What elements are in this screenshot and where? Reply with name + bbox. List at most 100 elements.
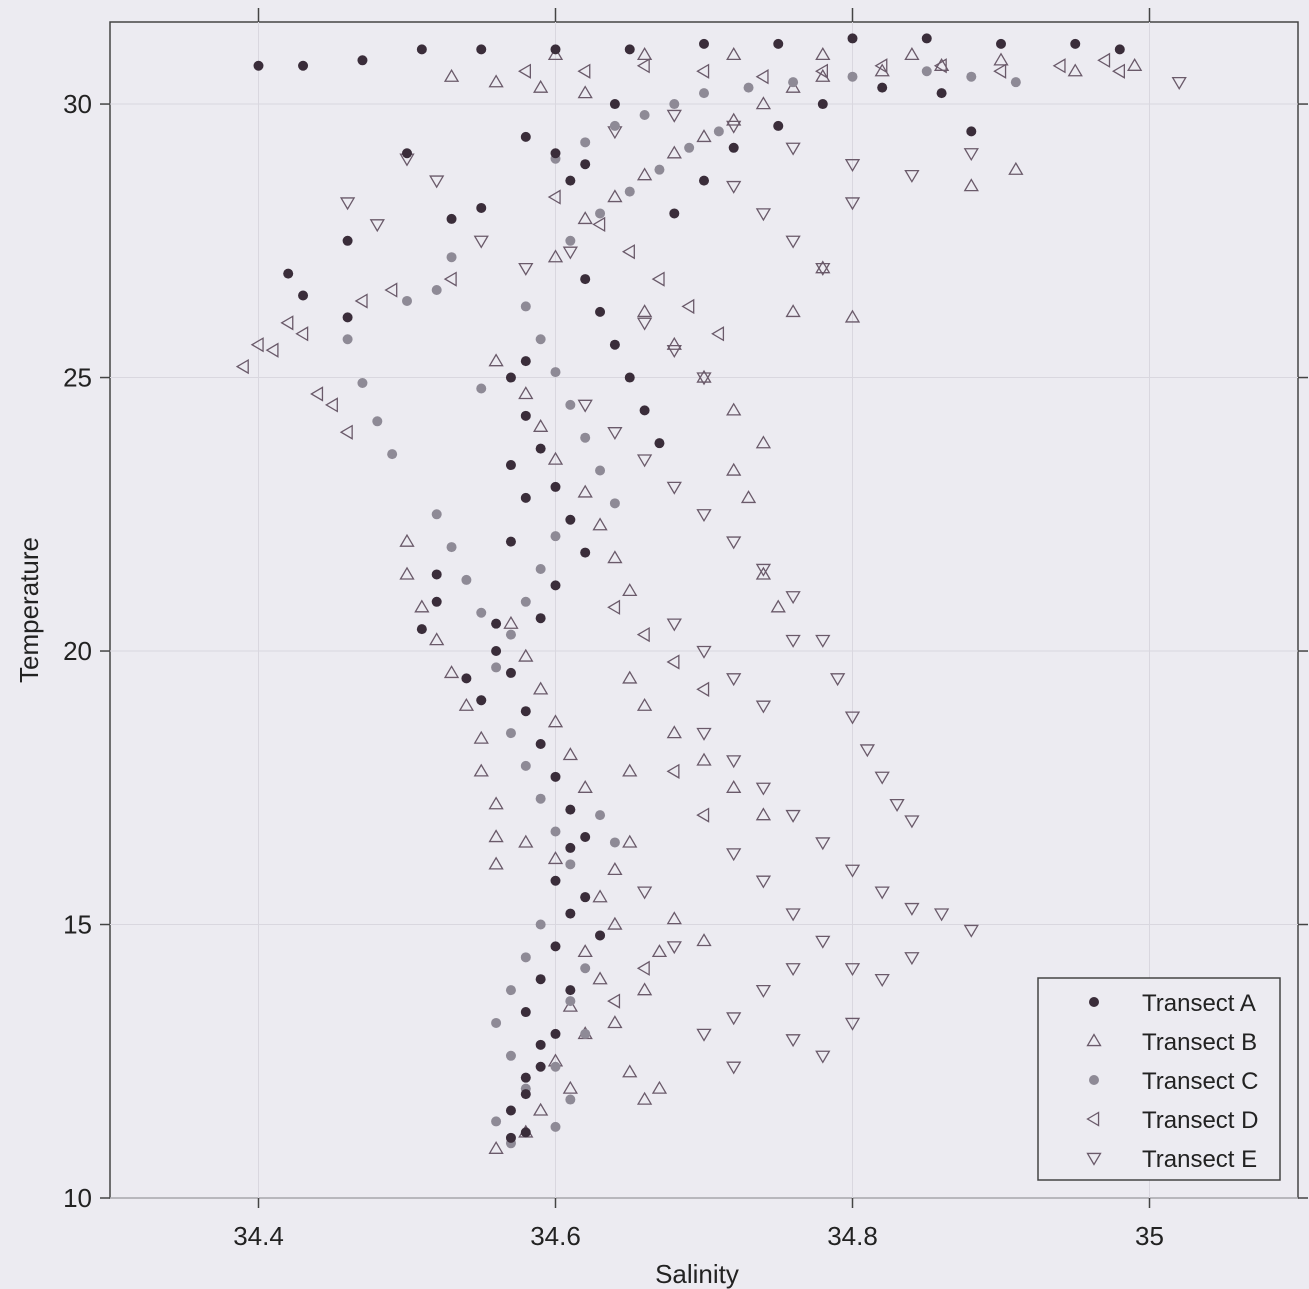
data-point-transect-e <box>785 235 801 249</box>
data-point-transect-b <box>533 1102 549 1116</box>
data-point-transect-e <box>755 208 772 222</box>
data-point-transect-e <box>755 984 772 998</box>
data-point-transect-a <box>624 372 635 383</box>
data-point-transect-a <box>505 1132 516 1143</box>
data-point-transect-e <box>815 634 831 648</box>
data-point-transect-b <box>533 681 549 695</box>
data-point-transect-d <box>1112 63 1125 79</box>
data-point-transect-d <box>696 681 710 697</box>
data-point-transect-e <box>844 711 861 725</box>
data-point-transect-a <box>595 930 606 941</box>
data-point-transect-d <box>696 63 710 79</box>
data-point-transect-a <box>580 892 591 903</box>
data-point-transect-e <box>815 935 831 949</box>
data-point-transect-e <box>874 886 890 900</box>
data-point-transect-e <box>696 1028 712 1042</box>
data-point-transect-c <box>446 252 457 263</box>
data-point-transect-e <box>844 159 861 172</box>
data-point-transect-e <box>429 175 445 189</box>
data-point-transect-b <box>443 665 460 679</box>
data-point-transect-a <box>550 44 561 55</box>
data-point-transect-c <box>966 71 977 82</box>
data-point-transect-b <box>636 697 653 711</box>
data-point-transect-d <box>518 63 531 79</box>
data-point-transect-c <box>476 383 487 394</box>
data-point-transect-b <box>622 763 638 777</box>
data-point-transect-c <box>595 810 606 821</box>
data-point-transect-a <box>491 618 502 629</box>
data-point-transect-b <box>755 435 772 449</box>
legend-marker <box>1086 1111 1100 1127</box>
data-point-transect-b <box>636 304 653 318</box>
data-point-transect-a <box>298 60 309 71</box>
data-point-transect-a <box>550 481 561 492</box>
data-point-transect-b <box>503 615 519 629</box>
data-point-transect-e <box>889 798 905 812</box>
data-point-transect-a <box>298 290 309 301</box>
data-point-transect-a <box>921 33 932 44</box>
data-point-transect-c <box>550 1061 561 1072</box>
data-point-transect-e <box>636 886 653 900</box>
data-point-transect-d <box>666 763 680 779</box>
data-point-transect-e <box>755 563 772 577</box>
data-point-transect-b <box>414 599 430 613</box>
x-tick-label: 34.8 <box>827 1221 878 1251</box>
data-point-transect-b <box>740 490 757 504</box>
data-point-transect-c <box>431 285 442 296</box>
data-point-transect-b <box>636 167 653 181</box>
data-point-transect-d <box>636 960 650 976</box>
data-point-transect-c <box>580 1028 591 1039</box>
data-point-transect-b <box>636 982 653 996</box>
data-point-transect-c <box>491 1017 502 1028</box>
data-point-transect-d <box>815 63 828 79</box>
legend-label: Transect E <box>1142 1146 1257 1173</box>
data-point-transect-e <box>785 591 801 605</box>
y-tick-label: 15 <box>63 910 92 940</box>
data-point-transect-a <box>342 312 353 323</box>
data-point-transect-b <box>488 829 504 843</box>
data-point-transect-c <box>402 295 412 306</box>
data-point-transect-d <box>592 216 606 233</box>
legend: Transect A Transect B Transect C Transect D… <box>1037 977 1281 1181</box>
data-point-transect-b <box>488 796 504 810</box>
data-point-transect-a <box>357 55 368 66</box>
data-point-transect-e <box>755 875 772 889</box>
data-point-transect-d <box>711 326 725 342</box>
data-point-transect-a <box>699 175 709 186</box>
y-tick-label: 10 <box>63 1183 92 1213</box>
data-point-transect-e <box>696 509 712 523</box>
data-point-transect-b <box>726 402 742 416</box>
data-point-transect-b <box>607 189 623 203</box>
legend-label: Transect B <box>1142 1029 1257 1056</box>
data-point-transect-b <box>770 599 786 613</box>
data-point-transect-d <box>696 807 710 823</box>
data-point-transect-a <box>639 405 650 416</box>
data-point-transect-c <box>505 985 516 996</box>
data-point-transect-b <box>443 68 460 82</box>
data-point-transect-b <box>592 971 608 985</box>
data-point-transect-a <box>535 613 546 624</box>
data-point-transect-b <box>696 752 712 766</box>
data-point-transect-b <box>755 96 772 110</box>
data-point-transect-d <box>265 342 279 358</box>
data-point-transect-b <box>726 47 742 61</box>
data-point-transect-b <box>666 145 682 159</box>
data-point-transect-a <box>491 646 502 657</box>
data-point-transect-e <box>518 262 534 276</box>
data-point-transect-b <box>488 74 504 88</box>
legend-label: Transect C <box>1142 1068 1258 1095</box>
data-point-transect-a <box>520 1127 531 1138</box>
data-point-transect-b <box>547 851 564 865</box>
data-point-transect-c <box>595 465 606 476</box>
data-point-transect-a <box>416 624 427 635</box>
data-point-transect-a <box>936 88 947 99</box>
data-point-transect-c <box>446 542 457 553</box>
data-point-transect-b <box>696 369 712 383</box>
data-point-transect-b <box>577 779 593 793</box>
data-point-transect-e <box>844 864 861 878</box>
data-point-transect-e <box>904 902 920 916</box>
legend-marker <box>1089 997 1099 1007</box>
y-tick-label: 30 <box>63 89 92 119</box>
x-tick-label: 34.4 <box>233 1221 284 1251</box>
